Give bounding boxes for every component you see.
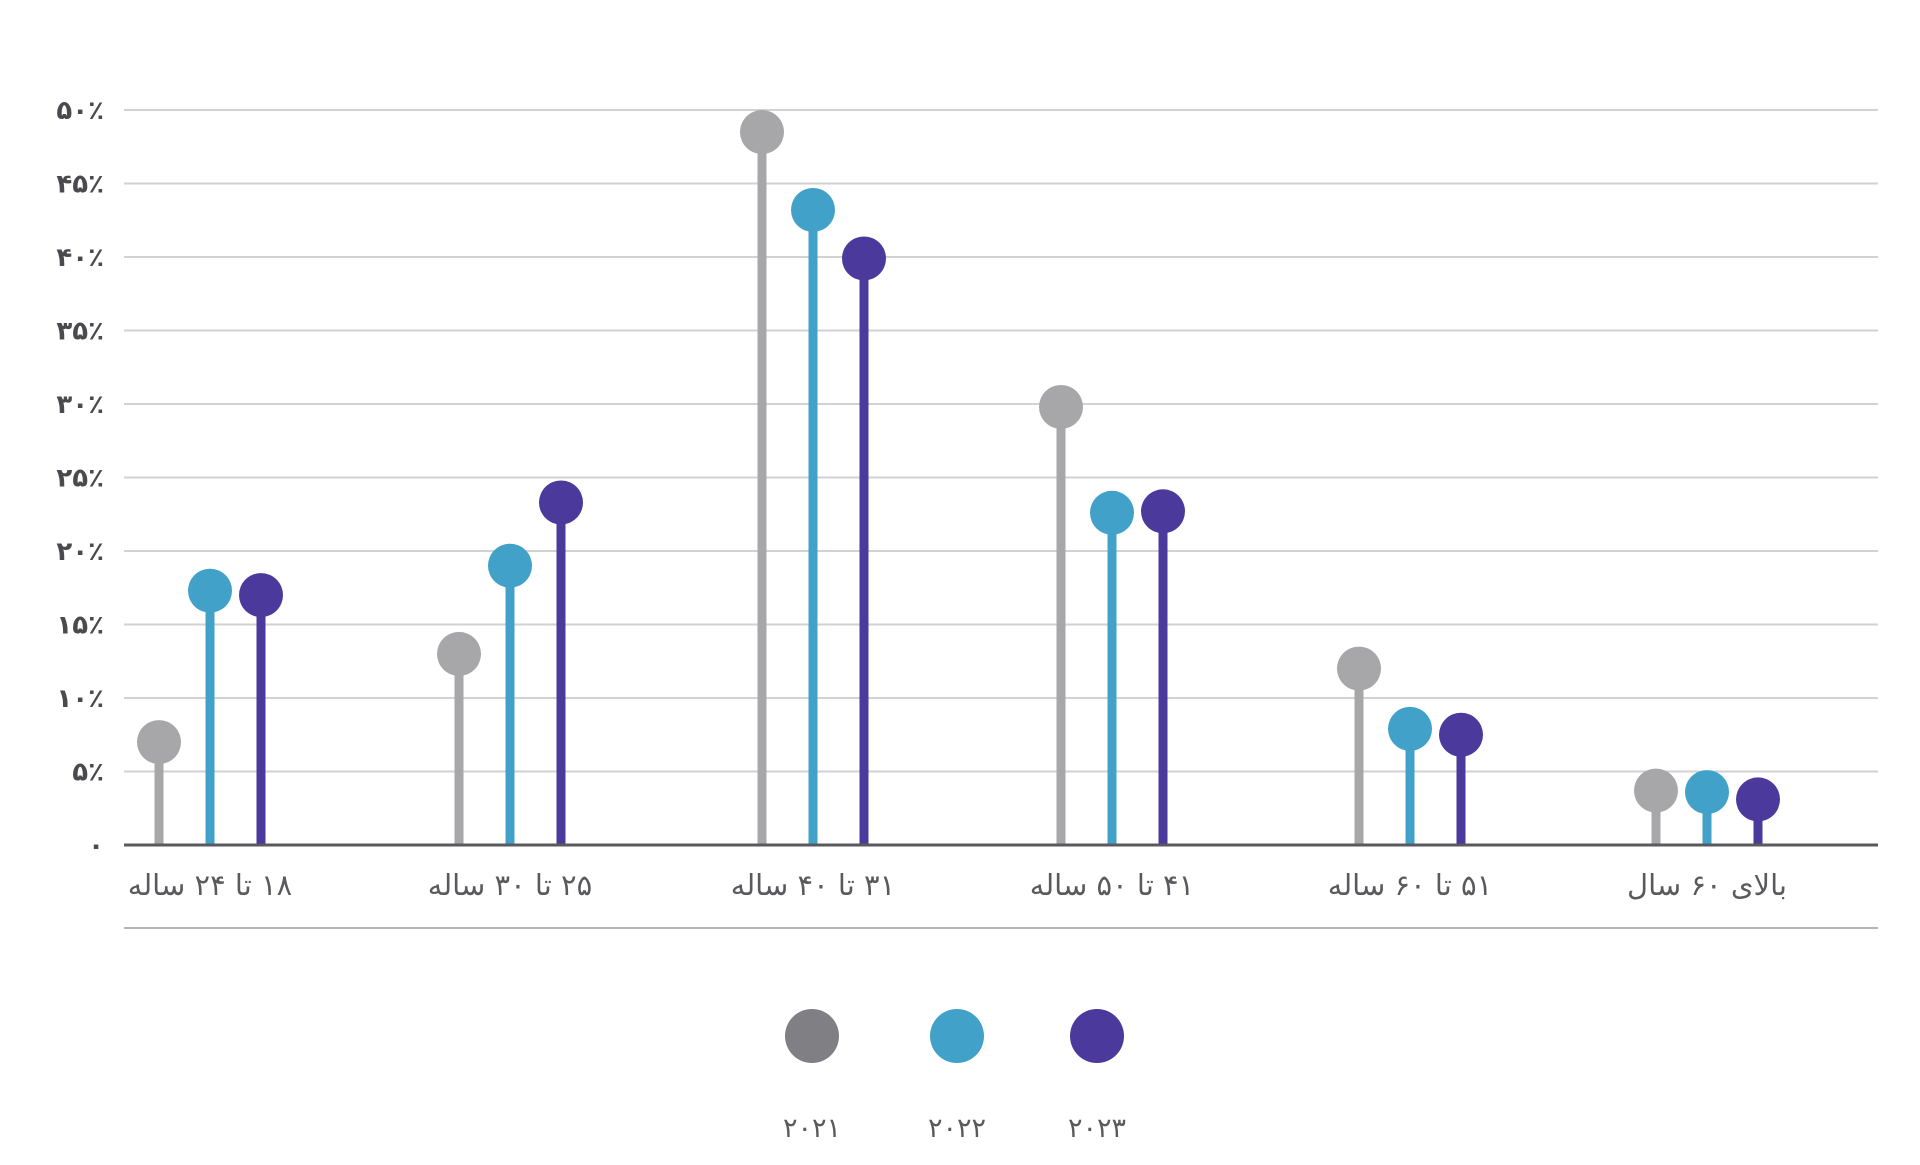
legend-swatch — [1070, 1009, 1124, 1063]
lollipop-point — [1685, 770, 1729, 815]
x-category-label: بالای ۶۰ سال — [1627, 868, 1787, 902]
x-axis-category-labels: ۱۸ تا ۲۴ ساله ۲۵ تا ۳۰ ساله ۳۱ تا ۴۰ ساله ۴… — [128, 868, 1787, 902]
data-series — [137, 110, 1780, 845]
legend-swatch — [785, 1009, 839, 1063]
legend-item-2: ۲۰۲۲ — [928, 1009, 986, 1144]
lollipop-point — [488, 543, 532, 588]
lollipop-point — [1141, 489, 1185, 534]
y-axis-tick-labels: ۰ ۵٪ ۱۰٪ ۱۵٪ ۲۰٪ ۲۵٪ ۳۰٪ ۳۵٪ ۴۰٪ ۴۵٪ ۵۰٪ — [56, 96, 104, 861]
lollipop-point — [1090, 490, 1134, 535]
y-tick-label: ۵۰٪ — [56, 96, 104, 126]
lollipop-point — [239, 573, 283, 618]
x-axis — [124, 843, 1878, 929]
x-category-label: ۲۵ تا ۳۰ ساله — [428, 868, 592, 902]
y-tick-label: ۲۵٪ — [56, 464, 104, 494]
y-tick-label: ۲۰٪ — [56, 537, 104, 567]
series-2 — [188, 187, 1729, 845]
legend-label: ۲۰۲۲ — [928, 1113, 986, 1144]
y-tick-label: ۴۵٪ — [56, 170, 104, 200]
y-tick-label: ۰ — [88, 831, 104, 861]
lollipop-point — [791, 187, 835, 232]
x-category-label: ۱۸ تا ۲۴ ساله — [128, 868, 292, 902]
legend-label: ۲۰۲۳ — [1068, 1113, 1126, 1144]
x-category-label: ۳۱ تا ۴۰ ساله — [731, 868, 895, 902]
lollipop-point — [188, 568, 232, 613]
legend-item-3: ۲۰۲۳ — [1068, 1009, 1126, 1144]
x-category-label: ۴۱ تا ۵۰ ساله — [1030, 868, 1194, 902]
lollipop-point — [1337, 646, 1381, 691]
lollipop-point — [1039, 384, 1083, 429]
lollipop-point — [740, 110, 784, 155]
lollipop-point — [137, 720, 181, 765]
legend-swatch — [930, 1009, 984, 1063]
series-1 — [137, 110, 1678, 845]
lollipop-point — [1439, 712, 1483, 757]
y-tick-label: ۳۵٪ — [56, 317, 104, 347]
legend-item-1: ۲۰۲۱ — [783, 1009, 841, 1144]
y-tick-label: ۵٪ — [72, 758, 104, 788]
lollipop-point — [1634, 768, 1678, 813]
series-3 — [239, 236, 1780, 845]
y-tick-label: ۴۰٪ — [56, 243, 104, 273]
legend: ۲۰۲۱ ۲۰۲۲ ۲۰۲۳ — [783, 1009, 1126, 1144]
lollipop-point — [842, 236, 886, 281]
lollipop-point — [1388, 706, 1432, 751]
legend-label: ۲۰۲۱ — [783, 1113, 841, 1144]
y-tick-label: ۱۵٪ — [56, 611, 104, 641]
lollipop-point — [539, 480, 583, 525]
y-tick-label: ۳۰٪ — [56, 390, 104, 420]
gridlines — [124, 109, 1878, 773]
x-category-label: ۵۱ تا ۶۰ ساله — [1328, 868, 1492, 902]
lollipop-point — [1736, 777, 1780, 822]
lollipop-point — [437, 631, 481, 676]
y-tick-label: ۱۰٪ — [56, 684, 104, 714]
